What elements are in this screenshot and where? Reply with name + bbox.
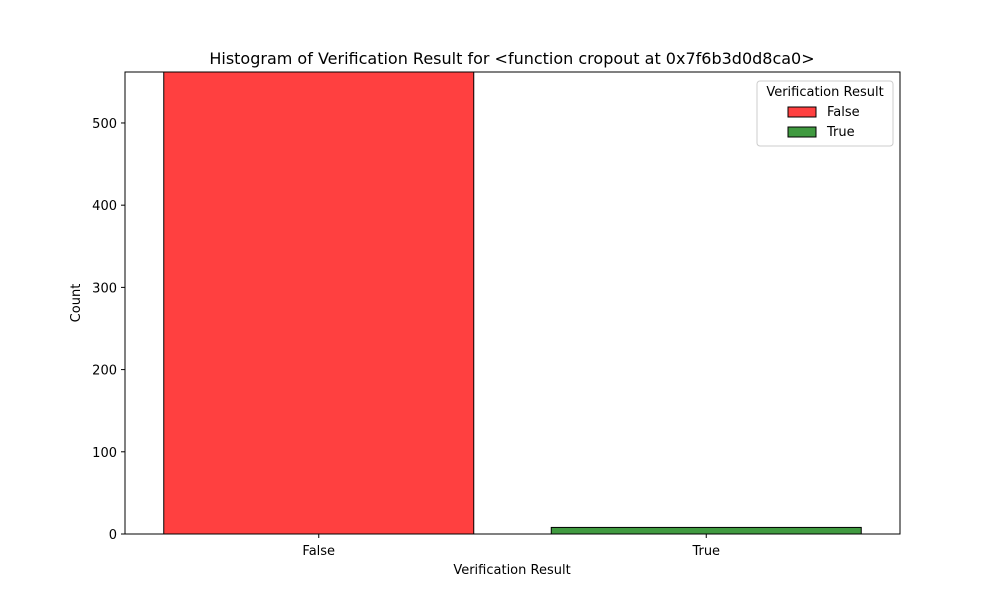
x-tick-label: False (302, 544, 335, 559)
legend: Verification Result False True (756, 80, 894, 147)
y-tick-label: 0 (109, 528, 117, 543)
chart-title: Histogram of Verification Result for <fu… (209, 49, 814, 68)
legend-swatch-false (787, 106, 817, 118)
x-axis-label: Verification Result (453, 563, 570, 578)
y-tick-label: 500 (92, 117, 117, 132)
legend-title: Verification Result (766, 85, 883, 100)
x-tick-label: True (691, 544, 720, 559)
y-tick-label: 200 (92, 364, 117, 379)
y-axis-label: Count (69, 284, 84, 323)
bar-true (550, 526, 862, 534)
legend-label-false: False (827, 105, 860, 120)
y-tick-label: 100 (92, 446, 117, 461)
plot-frame (124, 71, 901, 535)
bar-false (163, 72, 475, 534)
y-tick-label: 300 (92, 281, 117, 296)
legend-label-true: True (826, 125, 855, 140)
legend-swatch-true (787, 126, 817, 138)
y-tick-label: 400 (92, 199, 117, 214)
